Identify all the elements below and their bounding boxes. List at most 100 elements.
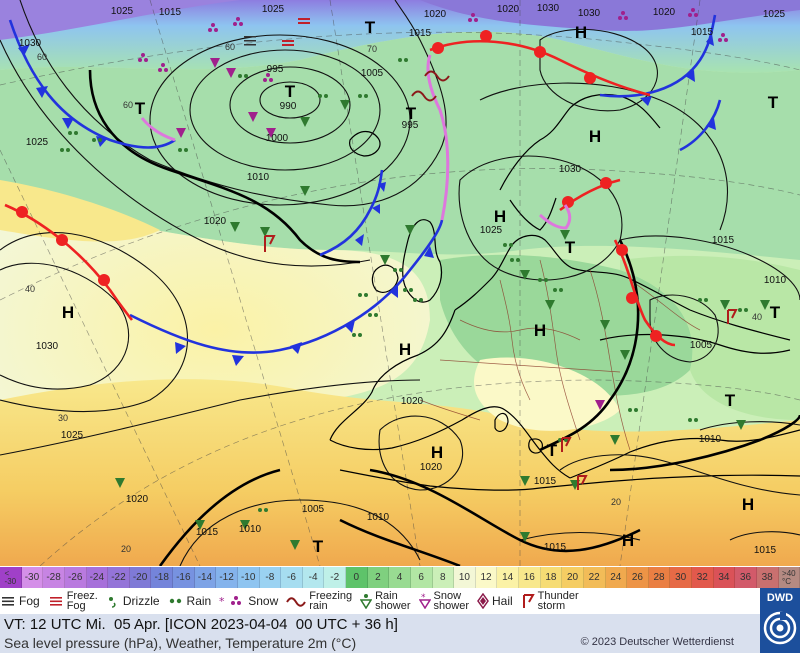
cold-front-atlantic <box>129 219 444 354</box>
temperature-scale-cell: -4 <box>302 567 325 588</box>
temperature-scale-cell: 38 <box>756 567 779 588</box>
legend-freezing-rain: Freezing rain <box>286 590 353 612</box>
isobar-label: 1005 <box>302 504 325 515</box>
legend-freezing-rain-label: Freezing rain <box>309 590 353 612</box>
svg-text:*: * <box>421 593 426 603</box>
weather-legend: Fog Freez. Fog Drizzle Rain * Snow Freez… <box>0 588 760 614</box>
high-pressure-center: H <box>494 207 506 226</box>
isobar-label: 1015 <box>712 235 735 246</box>
legend-drizzle: Drizzle <box>106 594 160 608</box>
temperature-scale-cell: -18 <box>151 567 173 588</box>
isobar-label: 1010 <box>764 275 787 286</box>
temperature-scale-cell: 8 <box>432 567 455 588</box>
latitude-label: 60 <box>225 42 235 52</box>
temperature-scale-cell: -24 <box>86 567 109 588</box>
green-band <box>0 31 800 260</box>
temperature-scale-cell: < -30 <box>0 567 22 588</box>
legend-rain-label: Rain <box>186 593 212 608</box>
legend-rain-shower: Rain shower <box>360 590 411 612</box>
isobar-label: 1010 <box>239 524 262 535</box>
thunderstorm-symbols <box>264 235 738 490</box>
warm-front-north <box>429 40 651 97</box>
low-pressure-center: T <box>547 441 558 460</box>
latitude-label: 40 <box>752 312 762 322</box>
latitude-label: 20 <box>121 544 131 554</box>
legend-snow-label: Snow <box>248 593 279 608</box>
latitude-label: 20 <box>611 497 621 507</box>
fog-icon <box>2 597 14 606</box>
valid-time-text: VT: 12 UTC Mi. 05 Apr. [ICON 2023-04-04 … <box>4 616 398 633</box>
hail-icon <box>477 593 489 609</box>
temperature-scale-cell: -22 <box>108 567 130 588</box>
rain-dots-north <box>60 58 408 152</box>
temperature-scale-cell: 18 <box>540 567 563 588</box>
temperature-scale-cell: 36 <box>735 567 757 588</box>
legend-hail-label: Hail <box>492 593 513 608</box>
legend-rain-shower-label: Rain shower <box>375 590 411 612</box>
temperature-scale-cell: -8 <box>259 567 282 588</box>
snow-symbols <box>138 8 728 410</box>
fog-symbols <box>244 36 256 46</box>
rain-dots-west <box>258 243 748 512</box>
high-pressure-center: H <box>742 495 754 514</box>
temperature-scale-cell: 4 <box>389 567 411 588</box>
latlon-grid <box>0 0 800 566</box>
snow-icon: * <box>219 595 242 608</box>
isobar-label: 1020 <box>126 494 149 505</box>
temperature-scale-cell: 28 <box>648 567 671 588</box>
island-coast <box>494 412 509 432</box>
isobars <box>0 0 800 566</box>
isobar-label: 1020 <box>424 9 447 20</box>
iceland-coast <box>349 130 381 157</box>
isobar-label: 1020 <box>420 462 443 473</box>
map-footer: VT: 12 UTC Mi. 05 Apr. [ICON 2023-04-04 … <box>0 614 760 653</box>
high-pressure-center: H <box>62 303 74 322</box>
isobar-label: 1030 <box>19 38 42 49</box>
great-britain-coast <box>402 219 443 303</box>
temperature-scale-cell: -14 <box>194 567 217 588</box>
rain-shower-icon <box>360 594 373 609</box>
occlusion-west <box>140 117 176 142</box>
france-spain-west-coast <box>329 309 456 441</box>
legend-snow-shower: * Snow shower <box>418 591 469 612</box>
freezing-fog-icon <box>49 597 62 606</box>
country-borders <box>419 259 701 451</box>
temperature-scale-cell: 32 <box>692 567 714 588</box>
high-pressure-center: H <box>575 23 587 42</box>
legend-fog: Fog <box>0 595 40 607</box>
temperature-scale-cell: -30 <box>21 567 44 588</box>
high-pressure-center: H <box>589 127 601 146</box>
isobar-label: 1025 <box>763 9 786 20</box>
high-pressure-center: H <box>622 531 634 550</box>
latitude-label: 60 <box>37 52 47 62</box>
isobar-label: 1005 <box>690 340 713 351</box>
cold-front-lines <box>8 14 722 354</box>
low-pressure-center: T <box>725 391 736 410</box>
occlusion-baltic <box>539 204 572 230</box>
precip-symbols <box>60 58 770 550</box>
dwd-logo: DWD <box>760 588 800 653</box>
low-pressure-center: T <box>768 93 779 112</box>
temperature-scale-cell: 34 <box>713 567 736 588</box>
isobar-label: 1025 <box>61 430 84 441</box>
legend-thunderstorm-label: Thunder storm <box>537 590 579 612</box>
warm-front-east <box>613 239 676 347</box>
isobar-label: 1030 <box>537 3 560 14</box>
isobar-label: 1025 <box>26 137 49 148</box>
temperature-scale-cell: 30 <box>670 567 692 588</box>
map-canvas: 1025 1015 1025 1020 1020 1030 1030 1020 1025 1030… <box>0 0 800 566</box>
scandinavia-coast <box>499 93 661 191</box>
temperature-scale-cell: 16 <box>519 567 541 588</box>
rain-shower-symbols <box>115 100 770 550</box>
freezing-rain-icon <box>286 597 307 607</box>
ireland-coast <box>371 264 399 293</box>
temperature-scale-cell: -6 <box>281 567 303 588</box>
isobar-labels: 1025 1015 1025 1020 1020 1030 1030 1020 1025 1030… <box>19 3 787 556</box>
low-pressure-center: T <box>406 104 417 123</box>
temperature-scale-cell: -28 <box>43 567 65 588</box>
high-pressure-center: H <box>431 443 443 462</box>
isobar-label: 1025 <box>262 4 285 15</box>
isobar-label: 1010 <box>367 512 390 523</box>
high-pressure-center: H <box>534 321 546 340</box>
cold-front-west <box>8 19 176 149</box>
